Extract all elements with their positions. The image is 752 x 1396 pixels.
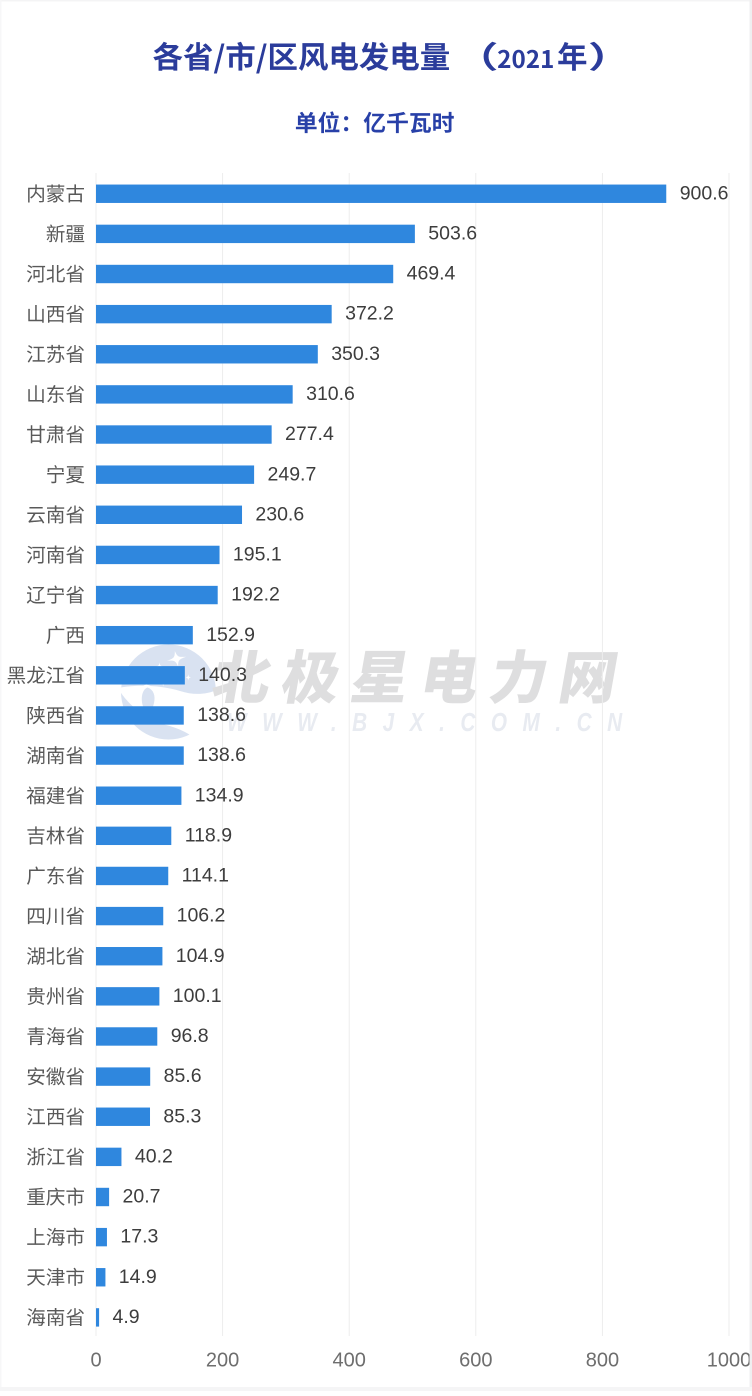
svg-text:20.7: 20.7 [123,1186,161,1208]
svg-text:106.2: 106.2 [177,905,226,927]
svg-text:350.3: 350.3 [331,343,380,365]
svg-text:372.2: 372.2 [345,303,394,325]
svg-text:152.9: 152.9 [206,624,255,646]
svg-text:114.1: 114.1 [182,865,229,887]
svg-text:85.3: 85.3 [163,1105,201,1127]
svg-text:138.6: 138.6 [197,744,246,766]
svg-text:230.6: 230.6 [255,503,304,525]
svg-text:138.6: 138.6 [197,704,246,726]
svg-text:17.3: 17.3 [120,1226,158,1248]
svg-text:4.9: 4.9 [113,1306,140,1328]
svg-text:1000: 1000 [707,1350,752,1372]
svg-text:85.6: 85.6 [164,1065,202,1087]
svg-text:0: 0 [90,1350,101,1372]
svg-text:600: 600 [459,1350,492,1372]
svg-text:118.9: 118.9 [185,824,232,846]
svg-text:96.8: 96.8 [171,1025,209,1047]
svg-text:104.9: 104.9 [176,945,225,967]
svg-text:277.4: 277.4 [285,423,334,445]
svg-text:140.3: 140.3 [198,664,247,686]
svg-text:195.1: 195.1 [233,544,282,566]
svg-text:900.6: 900.6 [680,182,729,204]
svg-text:100.1: 100.1 [173,985,222,1007]
svg-text:400: 400 [333,1350,366,1372]
svg-text:134.9: 134.9 [195,784,244,806]
svg-text:40.2: 40.2 [135,1146,173,1168]
svg-text:192.2: 192.2 [231,584,280,606]
svg-text:14.9: 14.9 [119,1266,157,1288]
svg-text:249.7: 249.7 [268,463,317,485]
svg-text:310.6: 310.6 [306,383,355,405]
svg-text:800: 800 [586,1350,619,1372]
svg-text:200: 200 [206,1350,239,1372]
svg-text:503.6: 503.6 [428,223,477,245]
svg-text:469.4: 469.4 [407,263,456,285]
